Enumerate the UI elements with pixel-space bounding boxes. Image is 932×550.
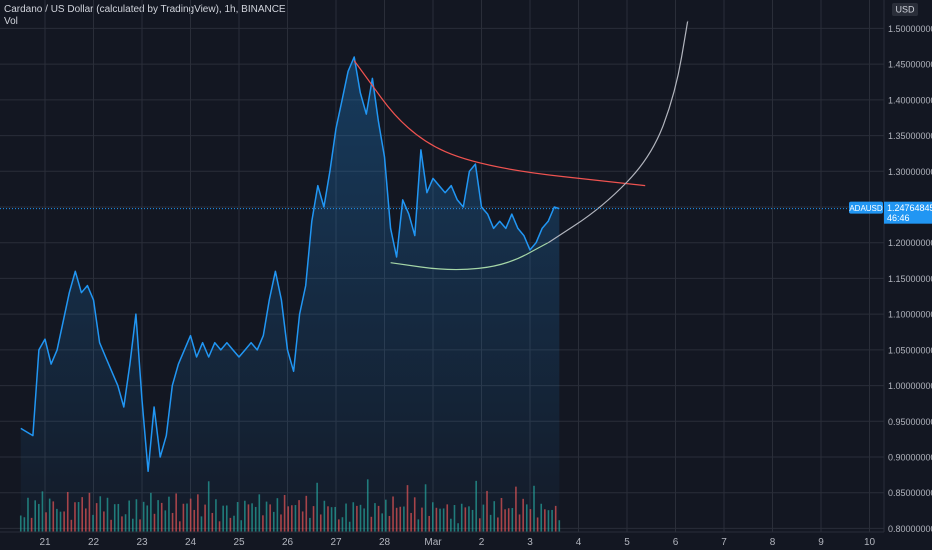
currency-badge-bg — [892, 3, 918, 16]
y-tick-label: 1.40000000 — [888, 95, 932, 105]
price-label-bg — [884, 201, 932, 224]
x-tick-label: 8 — [770, 537, 776, 548]
x-tick-label: 23 — [136, 537, 148, 548]
y-tick-label: 1.20000000 — [888, 238, 932, 248]
x-tick-label: 3 — [527, 537, 533, 548]
x-tick-label: 5 — [624, 537, 630, 548]
chart-title: Cardano / US Dollar (calculated by Tradi… — [4, 4, 286, 15]
currency-badge: USD — [895, 5, 915, 15]
symbol-tag-label: ADAUSD — [849, 204, 883, 213]
x-tick-label: 26 — [282, 537, 294, 548]
x-tick-label: 7 — [721, 537, 727, 548]
y-tick-label: 0.80000000 — [888, 524, 932, 534]
y-axis: 1.50000000 1.45000000 1.40000000 1.35000000… — [883, 0, 932, 550]
resistance-trendline — [353, 60, 646, 187]
y-tick-label: 1.50000000 — [888, 24, 932, 34]
symbol-tag-bg — [849, 201, 883, 214]
x-tick-label: 25 — [233, 537, 245, 548]
y-tick-label: 0.85000000 — [888, 488, 932, 498]
price-label: 1.24764845 — [887, 203, 932, 213]
price-area — [20, 56, 560, 532]
y-tick-label: 1.45000000 — [888, 60, 932, 70]
y-axis-panel — [884, 0, 932, 550]
y-tick-label: 1.00000000 — [888, 381, 932, 391]
x-axis-panel — [0, 532, 884, 550]
x-tick-label: Mar — [424, 537, 442, 548]
y-tick-label: 0.95000000 — [888, 417, 932, 427]
price-area-fill — [20, 57, 560, 532]
y-tick-label: 1.05000000 — [888, 345, 932, 355]
y-tick-label: 0.90000000 — [888, 453, 932, 463]
x-axis: 21 22 23 24 25 26 27 28 Mar 2 3 4 5 6 7 8 9 10 — [0, 531, 884, 550]
y-tick-label: 1.10000000 — [888, 310, 932, 320]
countdown-label: 46:46 — [887, 213, 910, 223]
y-tick-label: 1.30000000 — [888, 167, 932, 177]
trendlines — [353, 20, 689, 271]
support-trendline — [390, 242, 549, 271]
x-tick-label: 9 — [818, 537, 824, 548]
price-tag: ADAUSD — [0, 201, 884, 214]
x-tick-label: 28 — [379, 537, 391, 548]
x-tick-label: 10 — [864, 537, 876, 548]
x-tick-label: 2 — [479, 537, 485, 548]
projection-trendline — [547, 20, 689, 244]
x-tick-label: 24 — [185, 537, 197, 548]
y-tick-label: 1.15000000 — [888, 274, 932, 284]
volume-bar — [558, 520, 561, 532]
x-tick-label: 6 — [673, 537, 679, 548]
x-tick-label: 4 — [576, 537, 582, 548]
x-tick-label: 22 — [88, 537, 100, 548]
volume-bar — [19, 515, 22, 532]
volume-label: Vol — [4, 16, 18, 27]
x-tick-label: 27 — [330, 537, 342, 548]
y-tick-label: 1.35000000 — [888, 131, 932, 141]
price-line — [20, 56, 560, 473]
x-tick-label: 21 — [39, 537, 51, 548]
